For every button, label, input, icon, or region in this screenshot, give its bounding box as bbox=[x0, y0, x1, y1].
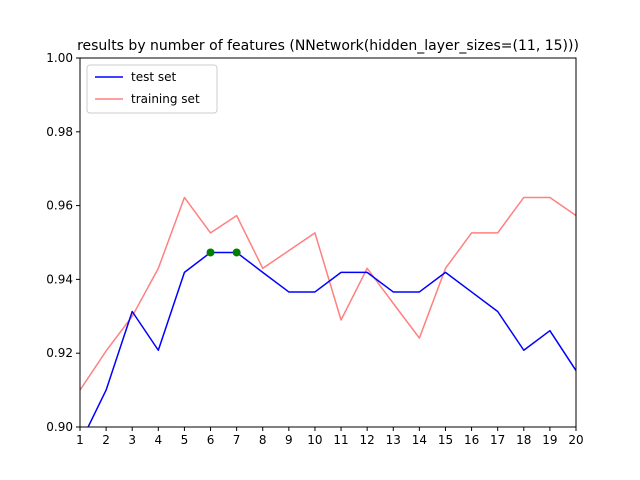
y-tick-label: 0.94 bbox=[46, 272, 73, 286]
x-tick-label: 3 bbox=[128, 433, 136, 447]
x-tick-label: 18 bbox=[516, 433, 531, 447]
x-tick-label: 4 bbox=[154, 433, 162, 447]
x-tick-label: 10 bbox=[307, 433, 322, 447]
y-tick-label: 0.98 bbox=[46, 125, 73, 139]
series-line-test-set bbox=[87, 251, 576, 427]
legend-label: test set bbox=[131, 70, 176, 84]
x-tick-label: 20 bbox=[568, 433, 583, 447]
x-tick-label: 13 bbox=[386, 433, 401, 447]
x-tick-label: 8 bbox=[259, 433, 267, 447]
legend-label: training set bbox=[131, 92, 200, 106]
legend: test set training set bbox=[86, 64, 218, 114]
x-tick-label: 1 bbox=[76, 433, 84, 447]
x-tick-label: 11 bbox=[333, 433, 348, 447]
plot-frame bbox=[79, 57, 577, 428]
series-line-training-set bbox=[80, 196, 576, 391]
x-tick-label: 19 bbox=[542, 433, 557, 447]
plot-area: 1 2 3 4 5 6 7 8 9 10 11 12 13 14 15 16 17 18 19 200.900.920… bbox=[46, 51, 583, 447]
x-tick-label: 17 bbox=[490, 433, 505, 447]
x-tick-label: 12 bbox=[360, 433, 375, 447]
x-tick-label: 6 bbox=[207, 433, 215, 447]
y-tick-label: 0.90 bbox=[46, 420, 73, 434]
chart-title: results by number of features (NNetwork(… bbox=[77, 38, 579, 54]
y-tick-label: 0.92 bbox=[46, 346, 73, 360]
x-tick-label: 9 bbox=[285, 433, 293, 447]
highlight-point bbox=[206, 248, 215, 257]
x-tick-label: 15 bbox=[438, 433, 453, 447]
x-tick-label: 2 bbox=[102, 433, 110, 447]
x-tick-label: 5 bbox=[181, 433, 189, 447]
y-tick-label: 1.00 bbox=[46, 51, 73, 65]
y-tick-label: 0.96 bbox=[46, 199, 73, 213]
highlight-point bbox=[232, 248, 241, 257]
x-tick-label: 7 bbox=[233, 433, 241, 447]
x-tick-label: 16 bbox=[464, 433, 479, 447]
x-tick-label: 14 bbox=[412, 433, 427, 447]
